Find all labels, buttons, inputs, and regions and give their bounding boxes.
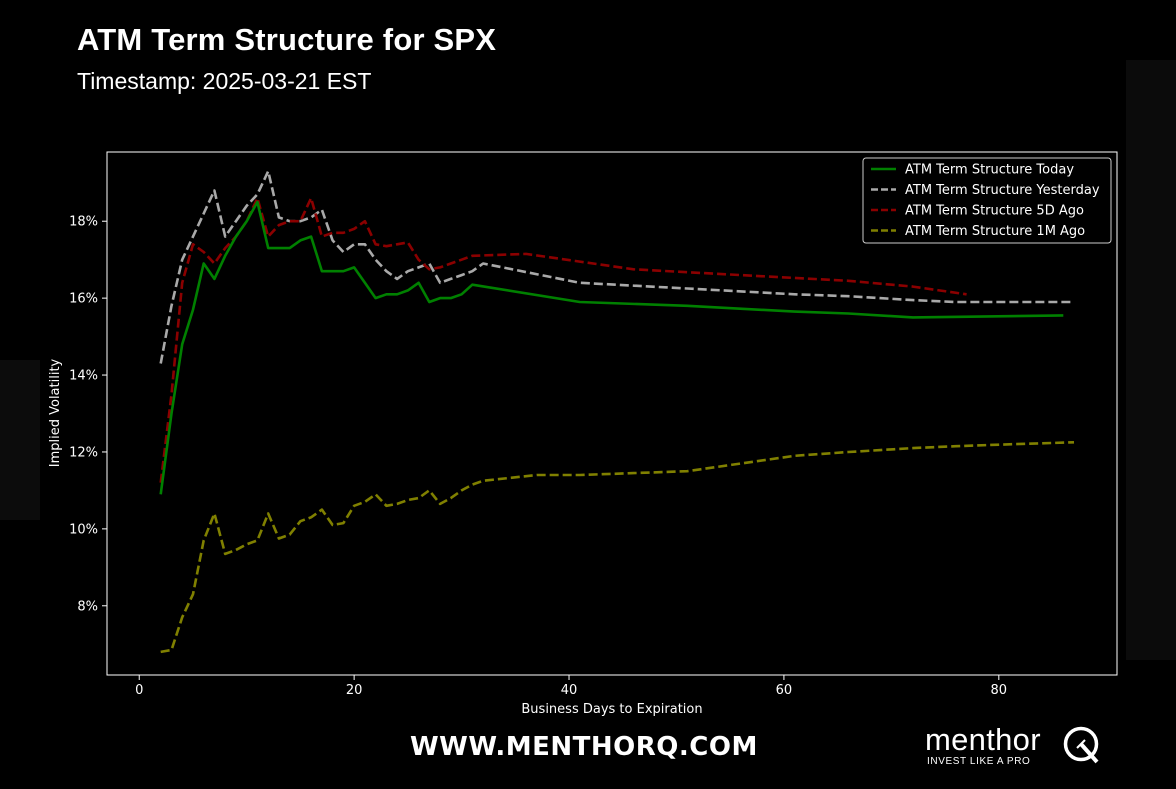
background-artifact-left — [0, 360, 40, 520]
legend-label: ATM Term Structure 5D Ago — [905, 204, 1084, 219]
footer-website-url: WWW.MENTHORQ.COM — [410, 732, 758, 762]
chart-legend: ATM Term Structure Today ATM Term Structu… — [862, 157, 1112, 244]
x-tick-label: 60 — [776, 683, 793, 698]
y-tick-label: 8% — [77, 599, 98, 614]
legend-box — [862, 157, 1112, 244]
series-layer — [159, 169, 1075, 654]
series-line-3 — [160, 441, 1075, 654]
plot-frame — [106, 151, 1118, 676]
chart-subtitle: Timestamp: 2025-03-21 EST — [77, 68, 372, 94]
legend-label: ATM Term Structure Yesterday — [905, 183, 1100, 198]
brand-tagline: INVEST LIKE A PRO — [927, 756, 1031, 767]
y-axis: 8% 10% 12% 14% 16% 18% — [69, 215, 107, 614]
series-line-1 — [159, 169, 1074, 364]
y-tick-label: 18% — [69, 215, 98, 230]
series-line-2 — [159, 196, 967, 483]
y-axis-label: Implied Volatility — [48, 358, 63, 467]
y-tick-label: 10% — [69, 522, 98, 537]
x-axis-label: Business Days to Expiration — [521, 702, 702, 717]
y-tick-label: 16% — [69, 292, 98, 307]
chart-title: ATM Term Structure for SPX — [77, 22, 497, 57]
legend-label: ATM Term Structure Today — [905, 163, 1074, 178]
x-tick-label: 80 — [991, 683, 1008, 698]
series-line-0 — [159, 200, 1064, 495]
y-tick-label: 14% — [69, 369, 98, 384]
x-tick-label: 40 — [561, 683, 578, 698]
background-artifact-right — [1126, 60, 1176, 660]
brand-q-icon — [1063, 726, 1099, 764]
y-tick-label: 12% — [69, 445, 98, 460]
x-tick-label: 20 — [346, 683, 363, 698]
brand-name: menthor — [925, 722, 1041, 757]
x-axis: 0 20 40 60 80 — [135, 675, 1007, 698]
legend-label: ATM Term Structure 1M Ago — [905, 224, 1085, 239]
brand-logo: menthor INVEST LIKE A PRO — [925, 722, 1115, 770]
x-tick-label: 0 — [135, 683, 143, 698]
